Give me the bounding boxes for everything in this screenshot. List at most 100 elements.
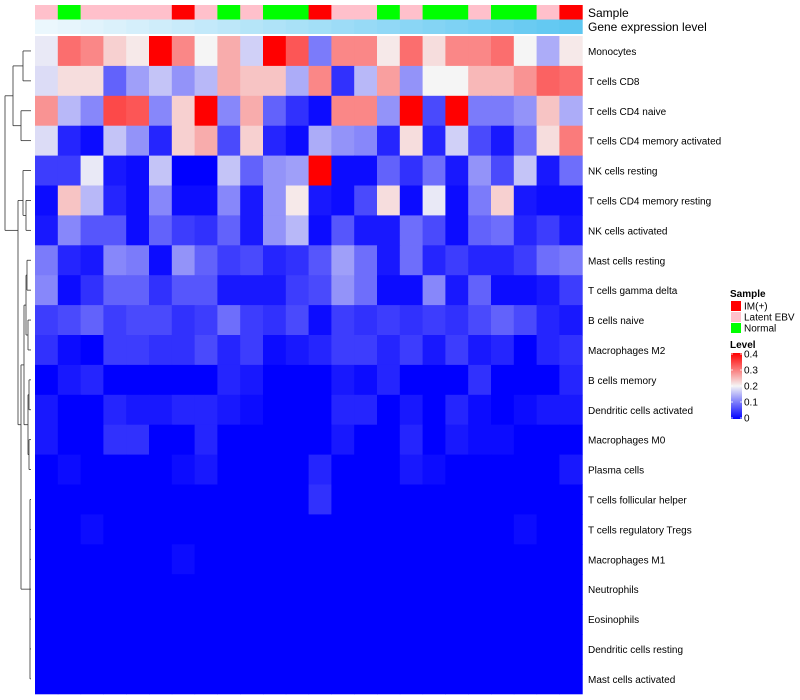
heatmap-cell (559, 394, 583, 426)
heatmap-cell (240, 245, 264, 276)
expression-track-cell (240, 19, 264, 34)
sample-track-cell (263, 5, 287, 20)
heatmap-cell (399, 544, 424, 575)
heatmap-cell (377, 36, 401, 67)
heatmap-cell (285, 514, 310, 545)
row-label: Dendritic cells resting (588, 645, 683, 656)
heatmap-cell (468, 574, 492, 605)
heatmap-cell (126, 604, 150, 635)
heatmap-cell (399, 95, 424, 127)
heatmap-cell (149, 125, 173, 157)
heatmap-cell (468, 634, 492, 665)
heatmap-cell (399, 634, 424, 665)
heatmap-cell (331, 454, 355, 485)
heatmap-cell (308, 185, 332, 216)
heatmap-cell (80, 574, 104, 605)
heatmap-cell (217, 215, 241, 246)
heatmap-cell (399, 424, 424, 456)
row-label: NK cells resting (588, 167, 657, 178)
heatmap-cell (422, 245, 446, 276)
heatmap-cell (377, 95, 401, 127)
heatmap-cell (354, 394, 378, 426)
heatmap-cell (491, 335, 515, 366)
expression-track-cell (445, 19, 469, 34)
heatmap-cell (240, 95, 264, 127)
heatmap-cell (536, 36, 560, 67)
heatmap-cell (513, 514, 538, 545)
heatmap-cell (468, 663, 492, 695)
heatmap-cell (559, 215, 583, 246)
heatmap-cell (331, 663, 355, 695)
heatmap-cell (445, 484, 469, 515)
heatmap-cell (217, 424, 241, 456)
heatmap-cell (331, 125, 355, 157)
heatmap-cell (513, 663, 538, 695)
heatmap-cell (354, 65, 378, 97)
heatmap-cells (35, 36, 583, 695)
heatmap-cell (536, 484, 560, 515)
heatmap-cell (468, 125, 492, 157)
row-label: T cells CD4 naive (588, 107, 667, 118)
heatmap-cell (399, 364, 424, 396)
heatmap-cell (285, 245, 310, 276)
expression-track-cell (103, 19, 127, 34)
heatmap-cell (354, 544, 378, 575)
heatmap-cell (194, 335, 218, 366)
heatmap-cell (399, 125, 424, 157)
heatmap-cell (468, 275, 492, 306)
heatmap-cell (513, 544, 538, 575)
sample-track-cell (354, 5, 378, 20)
legend-tick-label: 0.1 (744, 398, 758, 409)
heatmap-cell (240, 424, 264, 456)
heatmap-cell (422, 36, 446, 67)
heatmap-cell (171, 185, 196, 216)
heatmap-cell (399, 574, 424, 605)
heatmap-cell (377, 275, 401, 306)
heatmap-cell (35, 215, 59, 246)
heatmap-cell (445, 185, 469, 216)
heatmap-cell (399, 65, 424, 97)
heatmap-cell (171, 514, 196, 545)
heatmap-cell (126, 454, 150, 485)
heatmap-cell (331, 544, 355, 575)
heatmap-cell (35, 604, 59, 635)
heatmap-cell (377, 335, 401, 366)
heatmap-cell (263, 663, 287, 695)
heatmap-cell (285, 155, 310, 186)
heatmap-cell (513, 95, 538, 127)
heatmap-cell (80, 484, 104, 515)
heatmap-cell (513, 394, 538, 426)
heatmap-cell (559, 95, 583, 127)
heatmap-cell (491, 544, 515, 575)
heatmap-cell (57, 95, 82, 127)
heatmap-cell (194, 634, 218, 665)
heatmap-cell (422, 663, 446, 695)
heatmap-cell (491, 275, 515, 306)
heatmap-cell (263, 125, 287, 157)
heatmap-cell (149, 95, 173, 127)
heatmap-cell (513, 275, 538, 306)
heatmap-cell (422, 305, 446, 336)
heatmap-cell (331, 634, 355, 665)
heatmap-cell (35, 275, 59, 306)
heatmap-cell (559, 663, 583, 695)
heatmap-cell (126, 424, 150, 456)
heatmap-cell (308, 95, 332, 127)
heatmap-cell (217, 335, 241, 366)
heatmap-cell (103, 36, 127, 67)
heatmap-cell (513, 484, 538, 515)
heatmap-cell (263, 364, 287, 396)
heatmap-cell (468, 544, 492, 575)
heatmap-cell (149, 155, 173, 186)
sample-track-label: Sample (588, 6, 629, 20)
heatmap-cell (57, 394, 82, 426)
heatmap-cell (513, 245, 538, 276)
heatmap-cell (194, 125, 218, 157)
heatmap-cell (126, 484, 150, 515)
heatmap-cell (445, 95, 469, 127)
heatmap-cell (399, 335, 424, 366)
heatmap-cell (217, 95, 241, 127)
heatmap-cell (171, 604, 196, 635)
heatmap-cell (491, 36, 515, 67)
heatmap-cell (80, 185, 104, 216)
